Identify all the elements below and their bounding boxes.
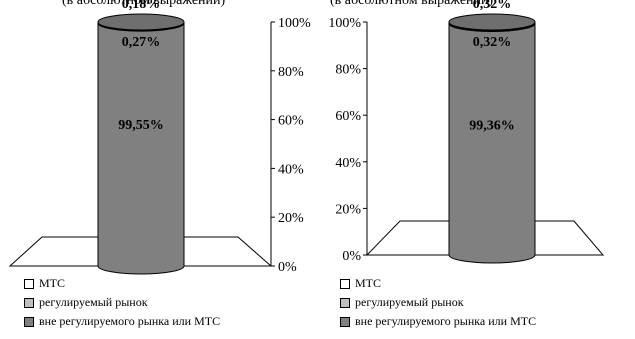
- y-tick-label: 0%: [342, 249, 361, 264]
- legend-swatch: [340, 278, 350, 289]
- data-label: 99,55%: [118, 118, 164, 133]
- legend-item: регулируемый рынок: [340, 293, 536, 312]
- cylinder-top: [448, 13, 536, 31]
- data-label: 0,27%: [122, 35, 161, 50]
- cropped-top-captions: (в абсолютном выражении) (в абсолютном вы…: [62, 0, 494, 8]
- y-tick-label: 0%: [278, 260, 297, 275]
- y-tick-label: 80%: [278, 65, 304, 80]
- data-label: 0,32%: [473, 0, 512, 12]
- legend-label: регулируемый рынок: [355, 295, 464, 309]
- y-tick-label: 100%: [278, 16, 311, 31]
- legend-label: МТС: [39, 276, 66, 290]
- y-tick-label: 60%: [335, 109, 361, 124]
- legend-swatch: [340, 297, 350, 308]
- data-label: 0,18%: [122, 0, 161, 12]
- legend-label: вне регулируемого рынка или МТС: [39, 314, 221, 328]
- data-label: 99,36%: [469, 119, 515, 134]
- caption-fragment: (в абсолютном выражении): [62, 0, 226, 8]
- caption-fragment: (в абсолютном выражении): [330, 0, 494, 8]
- y-tick-label: 20%: [278, 211, 304, 226]
- legend-label: МТС: [355, 276, 382, 290]
- cylinder-top: [97, 13, 185, 31]
- data-label: 0,32%: [473, 35, 512, 50]
- y-tick-label: 80%: [335, 63, 361, 78]
- legend-left: МТС регулируемый рынок вне регулируемого…: [24, 274, 220, 331]
- legend-swatch: [24, 316, 34, 327]
- legend-swatch: [24, 278, 34, 289]
- y-tick-label: 100%: [328, 16, 361, 31]
- chart-right: 0% 20% 40% 60% 80% 100% 99,36% 0,32% 0,32%: [328, 0, 605, 264]
- legend-swatch: [24, 297, 34, 308]
- legend-swatch: [340, 316, 350, 327]
- cylinder-segment-out-of-market: [97, 22, 185, 275]
- cylinder-segment-out-of-market: [448, 22, 536, 264]
- legend-label: вне регулируемого рынка или МТС: [355, 314, 537, 328]
- y-tick-label: 40%: [278, 162, 304, 177]
- y-tick-label: 40%: [335, 156, 361, 171]
- chart-left: 0% 20% 40% 60% 80% 100% 99,55% 0,27% 0,18%: [8, 0, 311, 275]
- legend-item: вне регулируемого рынка или МТС: [24, 312, 220, 331]
- legend-item: вне регулируемого рынка или МТС: [340, 312, 536, 331]
- legend-item: МТС: [24, 274, 220, 293]
- legend-right: МТС регулируемый рынок вне регулируемого…: [340, 274, 536, 331]
- y-tick-label: 60%: [278, 114, 304, 129]
- legend-item: регулируемый рынок: [24, 293, 220, 312]
- y-tick-label: 20%: [335, 202, 361, 217]
- legend-item: МТС: [340, 274, 536, 293]
- legend-label: регулируемый рынок: [39, 295, 148, 309]
